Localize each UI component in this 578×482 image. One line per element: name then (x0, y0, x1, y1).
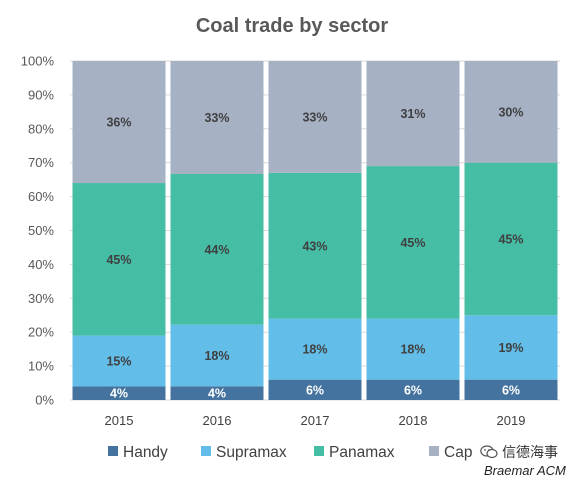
data-label: 43% (302, 239, 327, 253)
y-axis: 0% 10% 20% 30% 40% 50% 60% 70% 80% 90% 100% (21, 54, 55, 408)
y-tick-label: 70% (28, 155, 54, 170)
legend-label: Cap (444, 444, 472, 461)
chart-title: Coal trade by sector (196, 15, 389, 37)
y-tick-label: 50% (28, 223, 54, 238)
data-label: 6% (404, 383, 422, 397)
bar-segment-panamax (366, 166, 460, 319)
data-label: 4% (208, 387, 226, 401)
bar-segment-supramax (268, 318, 362, 380)
legend-swatch-supramax (201, 446, 211, 456)
watermark-text: 信德海事 (502, 445, 558, 461)
bar-segment-panamax (72, 183, 166, 336)
data-label: 4% (110, 387, 128, 401)
y-tick-label: 20% (28, 325, 54, 340)
bar-segment-supramax (464, 315, 558, 380)
y-tick-label: 10% (28, 359, 54, 374)
bar-segment-panamax (170, 174, 264, 325)
bar-segment-cap (72, 61, 166, 184)
y-tick-label: 100% (21, 54, 55, 69)
legend-label: Panamax (329, 444, 395, 461)
legend-swatch-panamax (314, 446, 324, 456)
legend-swatch-handy (108, 446, 118, 456)
data-label: 18% (204, 349, 229, 363)
y-tick-label: 0% (35, 393, 54, 408)
y-tick-label: 30% (28, 291, 54, 306)
data-label: 19% (498, 341, 523, 355)
data-labels: 4% 15% 45% 36% 4% 18% 44% 33% 6% 18% 43% 33% 6% 18% 45… (106, 105, 523, 400)
bar-segment-cap (268, 61, 362, 173)
bar-segment-supramax (72, 335, 166, 387)
legend: Handy Supramax Panamax Cap (108, 444, 472, 461)
source-credit: Braemar ACM (484, 463, 566, 478)
bar-segment-cap (170, 61, 264, 174)
legend-swatch-cap (429, 446, 439, 456)
data-label: 18% (302, 343, 327, 357)
x-tick-label: 2015 (105, 413, 134, 428)
data-label: 45% (106, 253, 131, 267)
data-label: 45% (498, 232, 523, 246)
watermark: 信德海事 (476, 440, 562, 462)
data-label: 31% (400, 107, 425, 121)
data-label: 15% (106, 355, 131, 369)
bar-segment-supramax (366, 318, 460, 380)
y-tick-label: 90% (28, 87, 54, 102)
y-tick-label: 60% (28, 189, 54, 204)
legend-label: Handy (123, 444, 168, 461)
bar-segment-supramax (170, 324, 264, 387)
y-tick-label: 40% (28, 257, 54, 272)
bar-segment-handy (366, 379, 460, 400)
y-tick-label: 80% (28, 121, 54, 136)
data-label: 45% (400, 236, 425, 250)
bar-segment-panamax (268, 172, 362, 319)
data-label: 6% (306, 383, 324, 397)
x-tick-label: 2019 (497, 413, 526, 428)
data-label: 18% (400, 343, 425, 357)
wechat-icon (480, 445, 498, 459)
data-label: 6% (502, 383, 520, 397)
x-axis: 2015 2016 2017 2018 2019 (105, 413, 526, 428)
legend-label: Supramax (216, 444, 287, 461)
x-tick-label: 2017 (301, 413, 330, 428)
x-tick-label: 2016 (203, 413, 232, 428)
bar-segment-handy (170, 386, 264, 400)
bar-segment-handy (464, 379, 558, 400)
bar-segment-cap (366, 61, 460, 167)
data-label: 33% (204, 111, 229, 125)
bar-segment-panamax (464, 162, 558, 316)
data-label: 33% (302, 110, 327, 124)
data-label: 44% (204, 243, 229, 257)
data-label: 30% (498, 105, 523, 119)
bar-segment-cap (464, 61, 558, 163)
bars (72, 61, 558, 400)
data-label: 36% (106, 116, 131, 130)
x-tick-label: 2018 (399, 413, 428, 428)
bar-segment-handy (72, 386, 166, 400)
bar-segment-handy (268, 379, 362, 400)
